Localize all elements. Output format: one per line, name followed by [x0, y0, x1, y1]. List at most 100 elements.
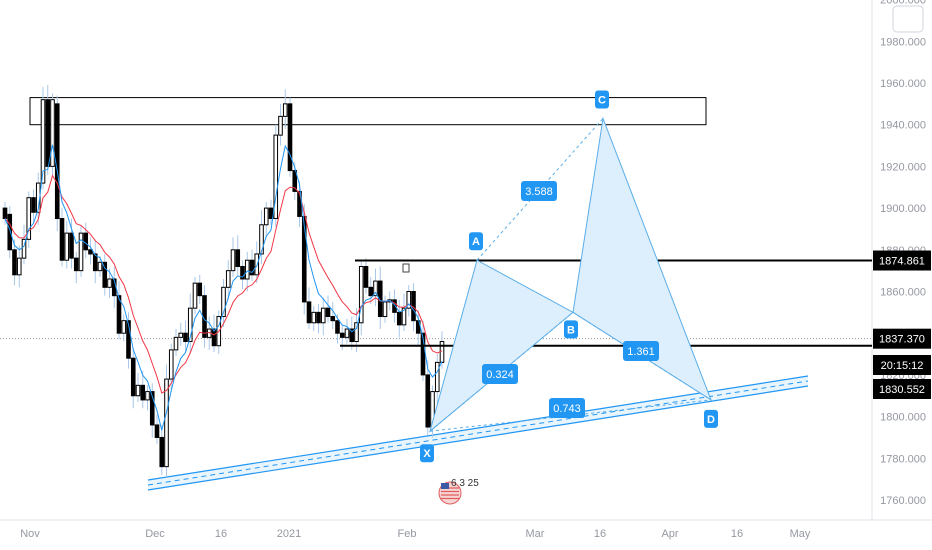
- candle-body: [268, 207, 274, 220]
- x-tick-label: Apr: [661, 528, 678, 540]
- ratio-label[interactable]: 0.324: [482, 364, 518, 384]
- y-tick-label: 1980.000: [880, 36, 926, 48]
- price-tag-level-top[interactable]: 1874.861: [873, 250, 931, 271]
- candle-body: [358, 265, 364, 324]
- x-tick-label: 16: [731, 528, 743, 540]
- price-tag-last-price[interactable]: 1837.370: [873, 328, 931, 349]
- point-label-bg: [564, 320, 578, 339]
- flag-canton: [441, 483, 449, 489]
- candle-body: [88, 249, 93, 255]
- candle-body: [116, 295, 122, 334]
- candle-body: [249, 259, 255, 276]
- candle-body: [240, 265, 245, 280]
- x-tick-label: Nov: [20, 528, 40, 540]
- y-tick-label: 1960.000: [880, 78, 926, 90]
- candle-body: [377, 280, 383, 318]
- ratio-label-text: 0.324: [486, 369, 514, 381]
- resistance-zone[interactable]: [29, 97, 707, 126]
- pattern-point-b[interactable]: B: [564, 320, 578, 339]
- y-tick-label: 1860.000: [880, 287, 926, 299]
- candle-body: [50, 99, 55, 167]
- candle-body: [221, 286, 226, 318]
- candle-body: [349, 328, 355, 343]
- point-label-text: C: [598, 94, 606, 106]
- support-channel[interactable]: [147, 375, 809, 491]
- candle-body: [69, 232, 74, 259]
- level-handle[interactable]: [402, 263, 410, 273]
- pattern-point-x[interactable]: X: [420, 444, 434, 463]
- candle-body: [78, 232, 84, 272]
- events-count: 6 3 25: [451, 478, 479, 489]
- candle-body: [225, 270, 231, 288]
- candle-body: [273, 134, 279, 220]
- candle-body: [187, 307, 193, 343]
- xd-ratio-line: [429, 399, 712, 432]
- candle-body: [287, 103, 293, 172]
- candle-body: [26, 197, 32, 240]
- harmonic-pattern[interactable]: X A B C D 0.324 3.588 1.361 0.743: [420, 90, 718, 463]
- candle-body: [401, 307, 407, 326]
- ratio-label-bg: [521, 181, 557, 201]
- ratio-label-bg: [482, 364, 518, 384]
- x-tick-label: 2021: [277, 528, 301, 540]
- ratio-label-bg: [623, 341, 659, 361]
- candle-body: [130, 357, 136, 397]
- candle-body: [2, 207, 8, 220]
- price-axis-panel[interactable]: [872, 0, 932, 550]
- candle-body: [335, 320, 340, 334]
- candle-body: [121, 320, 127, 334]
- candle-body: [45, 99, 51, 167]
- candle-body: [183, 332, 188, 343]
- candle-body: [135, 384, 141, 397]
- ratio-label-text: 0.743: [553, 403, 581, 415]
- pattern-point-c[interactable]: C: [595, 90, 609, 109]
- candle-body: [211, 328, 217, 347]
- y-tick-label: 1900.000: [880, 203, 926, 215]
- candle-body: [316, 311, 321, 324]
- moving-average-fast: [4, 144, 443, 431]
- economic-events-badge[interactable]: 6 3 25: [438, 478, 479, 505]
- ratio-label-bg: [549, 398, 585, 418]
- channel-upper-line: [147, 375, 809, 481]
- candle-body: [7, 213, 13, 251]
- candle-body: [339, 332, 345, 338]
- candle-body: [12, 249, 17, 276]
- ac-ratio-line: [476, 118, 604, 261]
- ratio-label[interactable]: 1.361: [623, 341, 659, 361]
- candle-body: [259, 224, 264, 255]
- ratio-label[interactable]: 0.743: [549, 398, 585, 418]
- channel-lower-line: [147, 385, 809, 491]
- candle-body: [230, 249, 236, 272]
- candle-body: [368, 286, 374, 297]
- pattern-point-d[interactable]: D: [704, 409, 718, 428]
- candle-body: [83, 232, 89, 251]
- candle-body: [354, 322, 359, 343]
- candle-body: [344, 328, 350, 338]
- candle-body: [126, 320, 131, 359]
- candle-body: [21, 238, 27, 259]
- point-label-bg: [595, 90, 609, 109]
- ratio-label-text: 1.361: [627, 346, 655, 358]
- candle-body: [149, 391, 155, 426]
- ratio-label[interactable]: 3.588: [521, 181, 557, 201]
- y-tick-label: 2000.000: [880, 0, 926, 7]
- candle-body: [382, 301, 388, 318]
- candle-body: [31, 197, 36, 213]
- candle-body: [197, 282, 203, 297]
- channel-mid-line: [147, 380, 809, 486]
- candle-body: [16, 257, 22, 276]
- pattern-point-a[interactable]: A: [469, 232, 483, 251]
- y-tick-label: 1800.000: [880, 412, 926, 424]
- candle-body: [168, 349, 174, 380]
- currency-badge[interactable]: [892, 5, 924, 33]
- candles[interactable]: [2, 85, 445, 478]
- price-tag-countdown[interactable]: 20:15:12: [873, 355, 931, 375]
- point-label-bg: [704, 409, 718, 428]
- price-tag-bg: [873, 379, 931, 399]
- point-label-bg: [469, 232, 483, 251]
- candle-body: [178, 332, 184, 338]
- price-tag-level-bottom[interactable]: 1830.552: [873, 379, 931, 399]
- price-tag-bg: [873, 250, 931, 271]
